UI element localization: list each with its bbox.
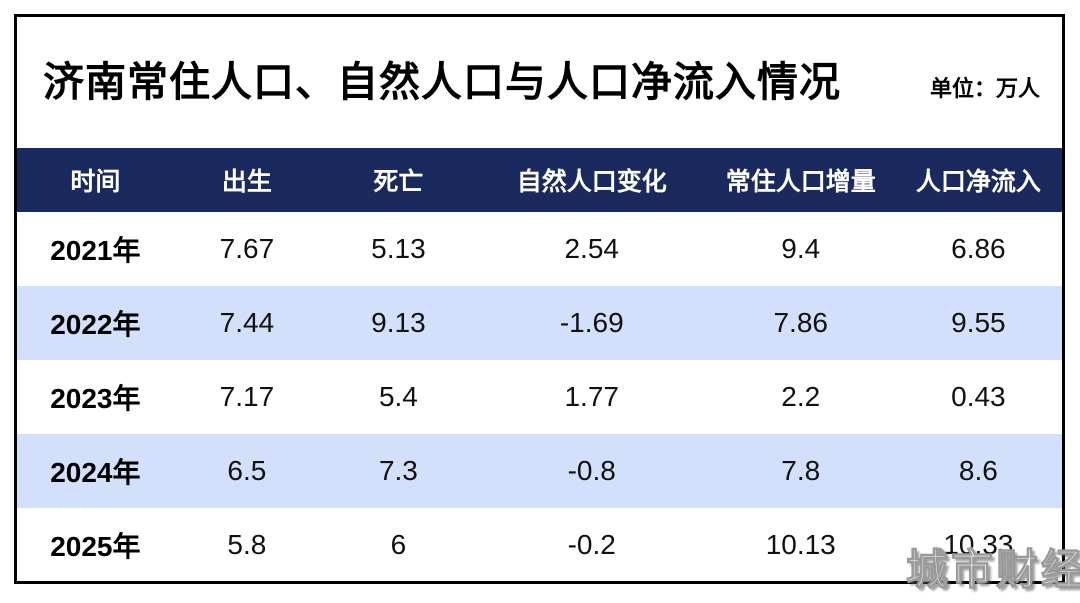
value-cell: 2.54 bbox=[564, 233, 619, 264]
value-cell: 6.86 bbox=[951, 233, 1006, 264]
table-row: 2022年 7.44 9.13 -1.69 7.86 9.55 bbox=[17, 286, 1062, 360]
value-cell: 0.43 bbox=[951, 381, 1006, 412]
value-cell: -0.8 bbox=[567, 455, 616, 486]
year-cell: 2021年 bbox=[50, 235, 141, 266]
value-cell: 9.13 bbox=[371, 307, 426, 338]
value-cell: 7.17 bbox=[219, 381, 275, 412]
value-cell: 7.86 bbox=[773, 307, 828, 338]
value-cell: -1.69 bbox=[559, 307, 624, 338]
value-cell: 10.33 bbox=[943, 529, 1014, 560]
watermark: 城市财经 bbox=[905, 545, 1080, 593]
table-header-row: 时间 出生 死亡 自然人口变化 常住人口增量 人口净流入 bbox=[17, 148, 1062, 212]
column-header-natural-change: 自然人口变化 bbox=[516, 168, 667, 196]
year-cell: 2023年 bbox=[50, 383, 141, 414]
table-row: 2021年 7.67 5.13 2.54 9.4 6.86 bbox=[17, 212, 1062, 286]
column-header-resident-increment: 常住人口增量 bbox=[725, 168, 876, 196]
value-cell: 5.8 bbox=[227, 529, 267, 560]
value-cell: 10.13 bbox=[765, 529, 836, 560]
value-cell: 7.8 bbox=[781, 455, 821, 486]
value-cell: 6 bbox=[390, 529, 407, 560]
card-header: 济南常住人口、自然人口与人口净流入情况 单位：万人 bbox=[17, 17, 1062, 148]
column-header-net-inflow: 人口净流入 bbox=[915, 168, 1041, 196]
table-row: 2025年 5.8 6 -0.2 10.13 10.33 bbox=[17, 508, 1062, 581]
value-cell: -0.2 bbox=[567, 529, 616, 560]
value-cell: 5.13 bbox=[371, 233, 426, 264]
table-row: 2024年 6.5 7.3 -0.8 7.8 8.6 bbox=[17, 434, 1062, 508]
value-cell: 7.3 bbox=[378, 455, 418, 486]
value-cell: 7.44 bbox=[219, 307, 275, 338]
unit-label: 单位：万人 bbox=[929, 75, 1040, 101]
value-cell: 7.67 bbox=[219, 233, 275, 264]
year-cell: 2022年 bbox=[50, 309, 141, 340]
column-header-deaths: 死亡 bbox=[373, 168, 424, 196]
year-cell: 2025年 bbox=[50, 531, 141, 562]
table-row: 2023年 7.17 5.4 1.77 2.2 0.43 bbox=[17, 360, 1062, 434]
value-cell: 2.2 bbox=[781, 381, 821, 412]
column-header-births: 出生 bbox=[221, 168, 272, 196]
table-card: 济南常住人口、自然人口与人口净流入情况 单位：万人 时间 出生 死亡 自然人口变… bbox=[14, 14, 1065, 584]
column-header-time: 时间 bbox=[70, 168, 121, 196]
value-cell: 9.4 bbox=[781, 233, 821, 264]
year-cell: 2024年 bbox=[50, 457, 141, 488]
value-cell: 1.77 bbox=[564, 381, 619, 412]
value-cell: 9.55 bbox=[951, 307, 1006, 338]
page-title: 济南常住人口、自然人口与人口净流入情况 bbox=[43, 58, 841, 105]
value-cell: 6.5 bbox=[227, 455, 267, 486]
value-cell: 5.4 bbox=[378, 381, 418, 412]
value-cell: 8.6 bbox=[958, 455, 998, 486]
